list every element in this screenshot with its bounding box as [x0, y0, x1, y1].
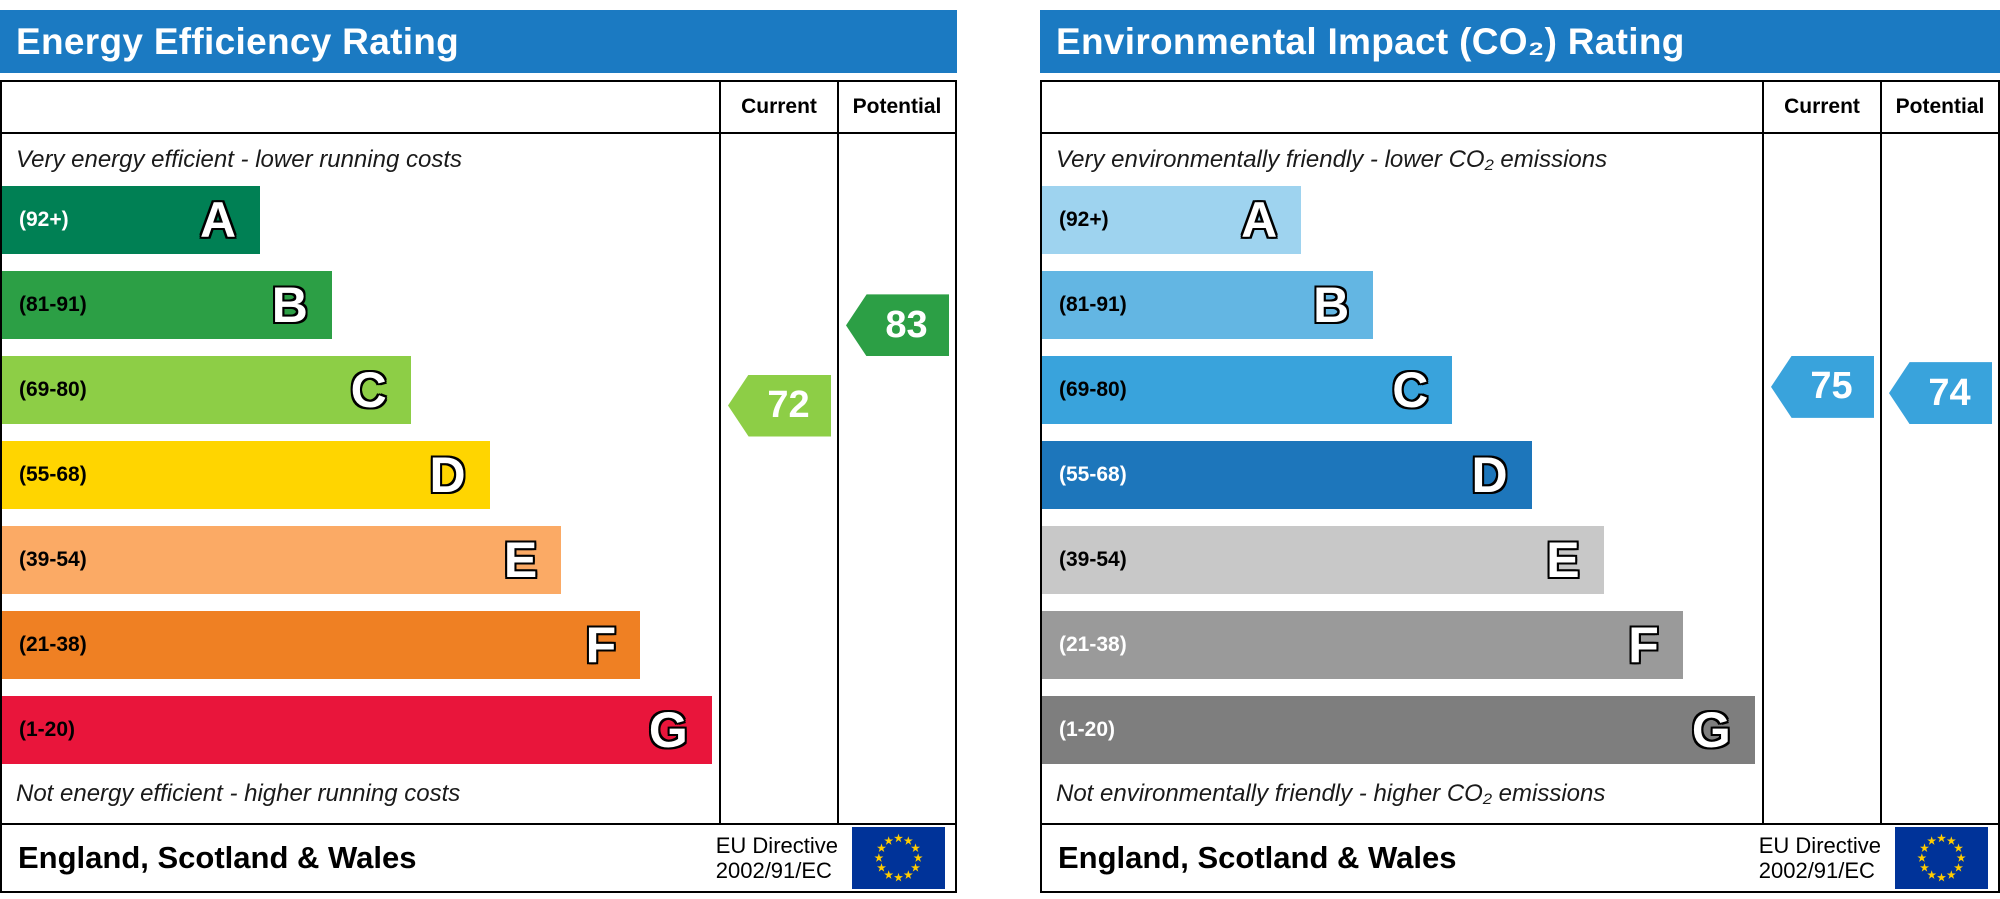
environmental-impact-panel: Environmental Impact (CO₂) Rating Curren… — [1040, 10, 2000, 893]
band-letter: E — [1546, 532, 1580, 588]
current-column-header: Current — [719, 82, 837, 132]
header-spacer-cell — [1042, 82, 1762, 132]
band-f-row: (21-38) F — [1042, 611, 1683, 679]
band-d-row: (55-68) D — [2, 441, 490, 509]
bands-stack: (92+) A (81-91) B (69-80) C (55-68) — [1042, 186, 1762, 764]
bottom-note: Not environmentally friendly - higher CO… — [1056, 779, 1606, 807]
region-label: England, Scotland & Wales — [1058, 840, 1457, 875]
bottom-note: Not energy efficient - higher running co… — [16, 779, 461, 807]
table-footer-row: England, Scotland & Wales EU Directive 2… — [2, 823, 955, 891]
bands-cell: Very energy efficient - lower running co… — [2, 134, 719, 823]
band-a-row: (92+) A — [2, 186, 261, 254]
band-range-label: (1-20) — [19, 718, 76, 741]
potential-column-header: Potential — [1880, 82, 1998, 132]
table-header-row: Current Potential — [2, 82, 955, 134]
band-range-label: (81-91) — [1059, 293, 1127, 316]
bands-stack: (92+) A (81-91) B (69-80) C (55-68) — [2, 186, 719, 764]
current-score-column: 75 — [1762, 134, 1880, 823]
band-letter: C — [1392, 362, 1429, 418]
environmental-impact-title-bar: Environmental Impact (CO₂) Rating — [1040, 10, 2000, 73]
band-g-row: (1-20) G — [1042, 696, 1755, 764]
band-range-label: (55-68) — [19, 463, 87, 486]
band-range-label: (39-54) — [1059, 548, 1127, 571]
band-f-row: (21-38) F — [2, 611, 641, 679]
current-score-column: 72 — [719, 134, 837, 823]
band-g-row: (1-20) G — [2, 696, 712, 764]
band-range-label: (39-54) — [19, 548, 87, 571]
bands-cell: Very environmentally friendly - lower CO… — [1042, 134, 1762, 823]
band-b-row: (81-91) B — [1042, 271, 1374, 339]
band-range-label: (1-20) — [1059, 718, 1116, 741]
band-range-label: (69-80) — [19, 378, 87, 401]
current-rating-value: 72 — [767, 384, 810, 426]
band-e-row: (39-54) E — [1042, 526, 1604, 594]
band-range-label: (21-38) — [1059, 633, 1127, 656]
band-letter: E — [503, 532, 538, 588]
potential-score-column: 83 — [837, 134, 955, 823]
band-d-row: (55-68) D — [1042, 441, 1532, 509]
current-rating-arrow: 72 — [728, 374, 831, 437]
table-header-row: Current Potential — [1042, 82, 1998, 134]
band-range-label: (92+) — [19, 208, 69, 231]
region-label: England, Scotland & Wales — [18, 840, 417, 875]
energy-efficiency-title-bar: Energy Efficiency Rating — [0, 10, 957, 73]
band-letter: F — [1628, 617, 1659, 673]
band-range-label: (92+) — [1059, 208, 1109, 231]
current-rating-value: 75 — [1810, 365, 1853, 408]
eu-directive-label: EU Directive 2002/91/EC — [1758, 832, 1881, 883]
band-range-label: (81-91) — [19, 293, 87, 316]
band-c-row: (69-80) C — [2, 356, 411, 424]
band-letter: A — [200, 192, 237, 248]
band-letter: B — [271, 277, 308, 333]
band-letter: F — [585, 617, 617, 673]
band-e-row: (39-54) E — [2, 526, 562, 594]
header-spacer-cell — [2, 82, 719, 132]
band-range-label: (69-80) — [1059, 378, 1127, 401]
potential-rating-arrow: 83 — [846, 294, 949, 357]
rating-table: Current Potential Very energy efficient … — [0, 80, 957, 893]
chart-body: Very energy efficient - lower running co… — [2, 134, 955, 823]
eu-flag-icon — [1895, 827, 1988, 889]
band-letter: D — [429, 447, 466, 503]
band-c-row: (69-80) C — [1042, 356, 1453, 424]
band-b-row: (81-91) B — [2, 271, 332, 339]
band-range-label: (21-38) — [19, 633, 87, 656]
band-range-label: (55-68) — [1059, 463, 1127, 486]
potential-column-header: Potential — [837, 82, 955, 132]
current-rating-arrow: 75 — [1771, 355, 1874, 418]
top-note: Very energy efficient - lower running co… — [16, 146, 462, 173]
band-a-row: (92+) A — [1042, 186, 1302, 254]
band-letter: G — [1691, 702, 1731, 758]
rating-table: Current Potential Very environmentally f… — [1040, 80, 2000, 893]
band-letter: A — [1241, 192, 1278, 248]
potential-rating-value: 74 — [1928, 371, 1971, 414]
potential-score-column: 74 — [1880, 134, 1998, 823]
chart-title: Environmental Impact (CO₂) Rating — [1056, 20, 1685, 62]
band-letter: C — [350, 362, 387, 418]
eu-directive-label: EU Directive 2002/91/EC — [715, 832, 838, 883]
potential-rating-value: 83 — [885, 303, 928, 346]
current-column-header: Current — [1762, 82, 1880, 132]
energy-efficiency-panel: Energy Efficiency Rating Current Potenti… — [0, 10, 957, 893]
eu-flag-icon — [852, 827, 945, 889]
chart-title: Energy Efficiency Rating — [16, 20, 460, 62]
band-letter: B — [1313, 277, 1350, 333]
top-note: Very environmentally friendly - lower CO… — [1056, 146, 1608, 173]
band-letter: D — [1471, 447, 1508, 503]
table-footer-row: England, Scotland & Wales EU Directive 2… — [1042, 823, 1998, 891]
chart-body: Very environmentally friendly - lower CO… — [1042, 134, 1998, 823]
potential-rating-arrow: 74 — [1889, 362, 1992, 425]
band-letter: G — [648, 702, 688, 758]
